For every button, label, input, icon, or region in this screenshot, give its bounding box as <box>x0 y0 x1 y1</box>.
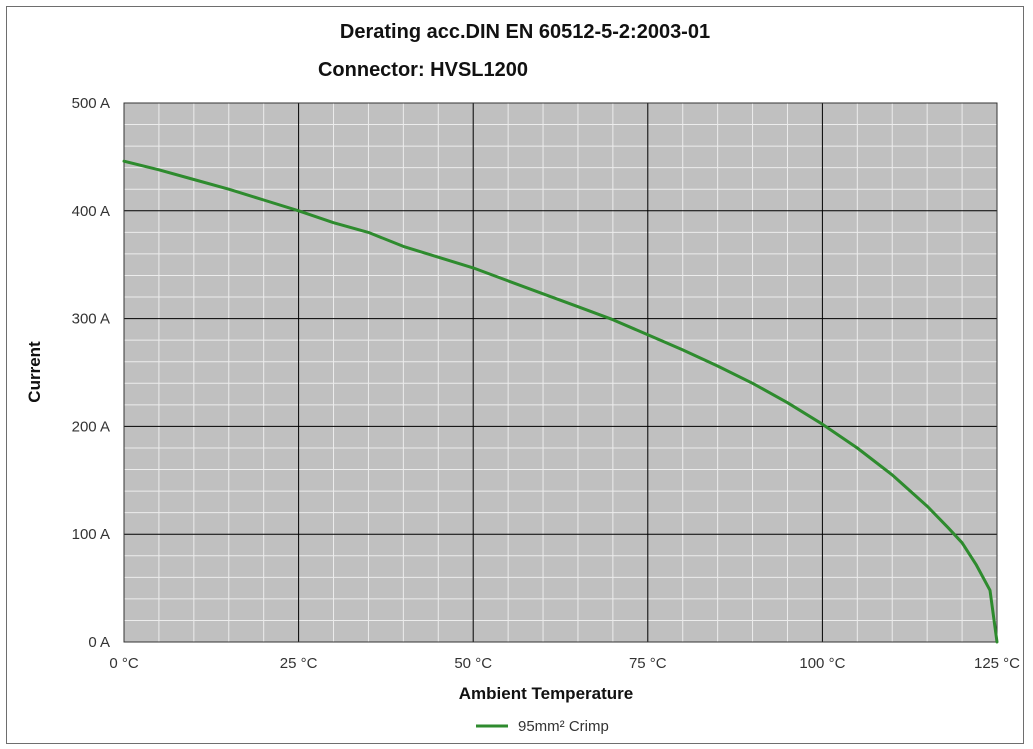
minor-grid <box>124 103 997 642</box>
legend: 95mm² Crimp <box>476 718 609 735</box>
y-axis-title: Current <box>25 341 44 403</box>
plot-area <box>124 103 997 642</box>
x-axis-ticks: 0 °C 25 °C 50 °C 75 °C 100 °C 125 °C <box>109 655 1020 672</box>
chart-subtitle: Connector: HVSL1200 <box>318 59 528 81</box>
series-layer <box>122 159 999 644</box>
chart-title: Derating acc.DIN EN 60512-5-2:2003-01 <box>340 21 710 43</box>
x-tick-label: 75 °C <box>629 655 667 672</box>
y-axis-ticks: 0 A 100 A 200 A 300 A 400 A 500 A <box>72 95 110 651</box>
legend-label: 95mm² Crimp <box>518 718 609 735</box>
x-tick-label: 25 °C <box>280 655 318 672</box>
y-tick-label: 0 A <box>88 634 110 651</box>
x-tick-label: 125 °C <box>974 655 1020 672</box>
x-tick-label: 50 °C <box>454 655 492 672</box>
y-tick-label: 100 A <box>72 526 110 543</box>
y-tick-label: 300 A <box>72 311 110 328</box>
x-axis-title: Ambient Temperature <box>459 684 633 703</box>
x-tick-label: 0 °C <box>109 655 139 672</box>
y-tick-label: 200 A <box>72 418 110 435</box>
y-tick-label: 500 A <box>72 95 110 112</box>
major-grid <box>124 103 997 642</box>
y-tick-label: 400 A <box>72 203 110 220</box>
plot-border <box>123 102 998 643</box>
x-tick-label: 100 °C <box>799 655 845 672</box>
series-line <box>122 159 999 644</box>
